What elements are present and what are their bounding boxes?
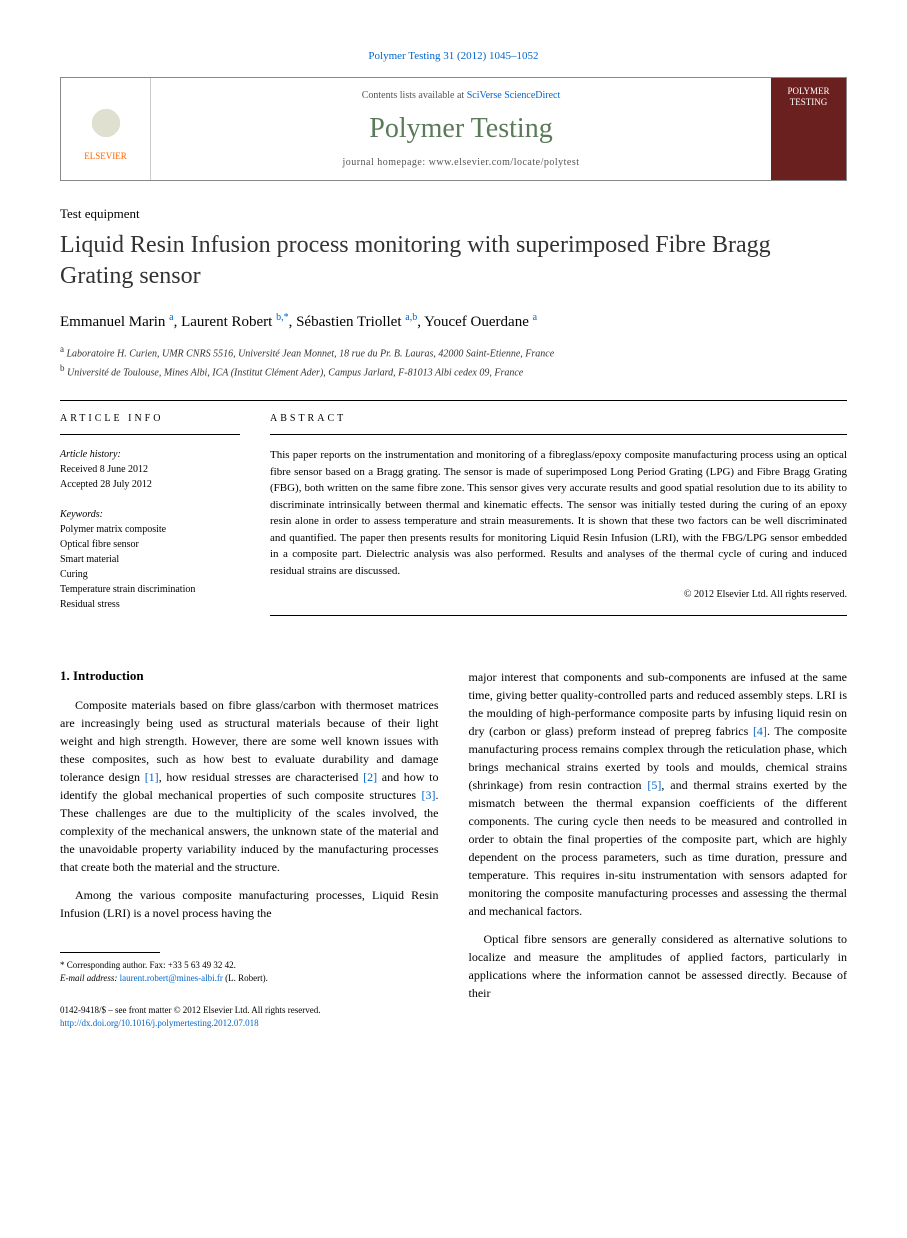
authors: Emmanuel Marin a, Laurent Robert b,*, Sé… xyxy=(60,312,847,331)
abstract-header: ABSTRACT xyxy=(270,413,847,424)
affiliations: a Laboratoire H. Curien, UMR CNRS 5516, … xyxy=(60,343,847,380)
divider xyxy=(60,400,847,401)
doi-link[interactable]: http://dx.doi.org/10.1016/j.polymertesti… xyxy=(60,1017,439,1030)
footnote-divider xyxy=(60,952,160,953)
article-title: Liquid Resin Infusion process monitoring… xyxy=(60,230,847,292)
divider xyxy=(60,434,240,435)
body-paragraph: Composite materials based on fibre glass… xyxy=(60,696,439,876)
abstract: ABSTRACT This paper reports on the instr… xyxy=(270,413,847,628)
divider xyxy=(270,615,847,616)
article-info: ARTICLE INFO Article history: Received 8… xyxy=(60,413,240,628)
journal-name: Polymer Testing xyxy=(171,113,751,145)
homepage-line: journal homepage: www.elsevier.com/locat… xyxy=(171,157,751,168)
author: Sébastien Triollet a,b xyxy=(296,314,417,330)
article-history: Article history: Received 8 June 2012 Ac… xyxy=(60,447,240,492)
body-paragraph: Among the various composite manufacturin… xyxy=(60,886,439,922)
body-column-right: major interest that components and sub-c… xyxy=(469,668,848,1029)
publisher-name: ELSEVIER xyxy=(81,151,131,161)
author: Youcef Ouerdane a xyxy=(424,314,537,330)
info-header: ARTICLE INFO xyxy=(60,413,240,424)
author: Laurent Robert b,* xyxy=(181,314,288,330)
divider xyxy=(270,434,847,435)
body-columns: 1. Introduction Composite materials base… xyxy=(60,668,847,1029)
abstract-text: This paper reports on the instrumentatio… xyxy=(270,447,847,579)
corresponding-author-footnote: * Corresponding author. Fax: +33 5 63 49… xyxy=(60,959,439,984)
body-paragraph: Optical fibre sensors are generally cons… xyxy=(469,930,848,1002)
email-link[interactable]: laurent.robert@mines-albi.fr xyxy=(120,973,223,983)
body-column-left: 1. Introduction Composite materials base… xyxy=(60,668,439,1029)
article-type: Test equipment xyxy=(60,206,847,222)
keywords: Keywords: Polymer matrix composite Optic… xyxy=(60,507,240,612)
sciencedirect-link[interactable]: SciVerse ScienceDirect xyxy=(467,90,561,101)
publisher-logo-area: ELSEVIER xyxy=(61,78,151,180)
journal-reference: Polymer Testing 31 (2012) 1045–1052 xyxy=(60,50,847,62)
journal-header: ELSEVIER Contents lists available at Sci… xyxy=(60,77,847,181)
journal-cover: POLYMER TESTING xyxy=(771,78,846,180)
elsevier-logo: ELSEVIER xyxy=(81,98,131,161)
info-abstract-row: ARTICLE INFO Article history: Received 8… xyxy=(60,413,847,628)
affiliation: a Laboratoire H. Curien, UMR CNRS 5516, … xyxy=(60,343,847,361)
homepage-url[interactable]: www.elsevier.com/locate/polytest xyxy=(429,157,580,168)
header-center: Contents lists available at SciVerse Sci… xyxy=(151,78,771,180)
elsevier-tree-icon xyxy=(81,98,131,148)
author: Emmanuel Marin a xyxy=(60,314,174,330)
cover-title: POLYMER TESTING xyxy=(775,86,842,108)
contents-line: Contents lists available at SciVerse Sci… xyxy=(171,90,751,101)
copyright: © 2012 Elsevier Ltd. All rights reserved… xyxy=(270,589,847,600)
affiliation: b Université de Toulouse, Mines Albi, IC… xyxy=(60,362,847,380)
body-paragraph: major interest that components and sub-c… xyxy=(469,668,848,920)
page: Polymer Testing 31 (2012) 1045–1052 ELSE… xyxy=(0,0,907,1079)
intro-heading: 1. Introduction xyxy=(60,668,439,684)
bottom-publication-info: 0142-9418/$ – see front matter © 2012 El… xyxy=(60,1004,439,1029)
